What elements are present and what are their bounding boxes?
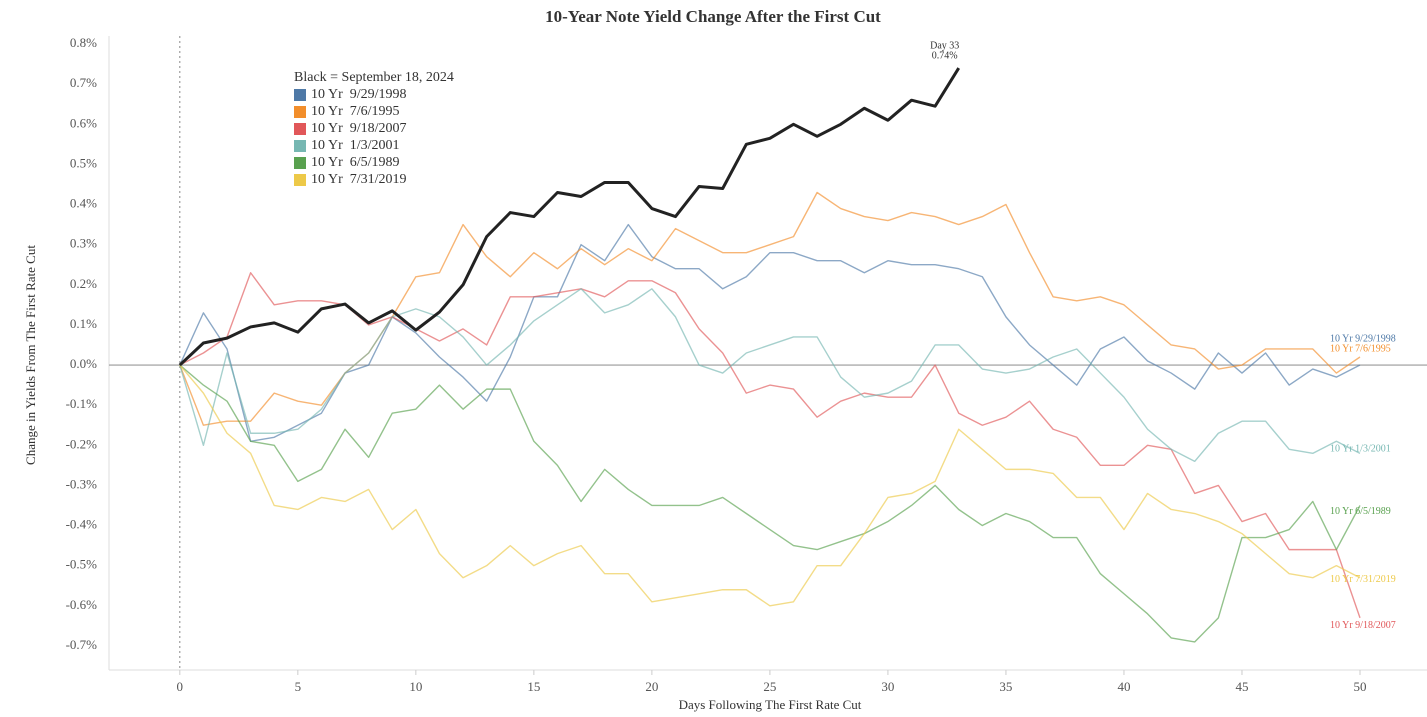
y-tick-label: 0.3%	[70, 236, 97, 251]
x-tick-label: 45	[1235, 679, 1248, 694]
y-tick-label: 0.2%	[70, 276, 97, 291]
y-axis-title: Change in Yields From The First Rate Cut	[23, 245, 38, 465]
series-line	[179, 272, 1361, 619]
x-tick-label: 40	[1117, 679, 1130, 694]
series-line	[179, 223, 1361, 442]
end-label: 10 Yr 9/18/2007	[1330, 620, 1396, 631]
legend-label: 10 Yr 7/31/2019	[311, 172, 407, 187]
legend-swatch	[294, 174, 306, 186]
y-tick-label: -0.7%	[66, 637, 98, 652]
y-tick-label: 0.5%	[70, 155, 97, 170]
x-tick-label: 10	[409, 679, 422, 694]
legend-swatch	[294, 157, 306, 169]
chart-title: 10-Year Note Yield Change After the Firs…	[545, 7, 881, 26]
series-line	[179, 364, 1361, 607]
x-tick-label: 15	[527, 679, 540, 694]
legend-swatch	[294, 140, 306, 152]
legend-swatch	[294, 123, 306, 135]
y-tick-label: -0.5%	[66, 557, 98, 572]
end-label: 10 Yr 7/31/2019	[1330, 574, 1396, 585]
end-label: 10 Yr 6/5/1989	[1330, 506, 1391, 517]
x-tick-label: 20	[645, 679, 658, 694]
legend-label: 10 Yr 1/3/2001	[311, 138, 400, 153]
series-line	[179, 191, 1361, 426]
y-tick-label: -0.6%	[66, 597, 98, 612]
y-tick-label: -0.3%	[66, 476, 98, 491]
x-tick-label: 0	[177, 679, 184, 694]
y-tick-label: 0.1%	[70, 316, 97, 331]
y-tick-label: -0.2%	[66, 436, 98, 451]
series-line	[178, 67, 961, 367]
x-tick-label: 5	[295, 679, 302, 694]
y-tick-label: -0.1%	[66, 396, 98, 411]
y-tick-label: 0.4%	[70, 196, 97, 211]
legend-label: 10 Yr 7/6/1995	[311, 104, 400, 119]
annotation: 0.74%	[932, 50, 958, 61]
end-label: 10 Yr 9/29/1998	[1330, 333, 1396, 344]
x-tick-label: 50	[1353, 679, 1366, 694]
legend-swatch	[294, 106, 306, 118]
y-tick-label: 0.6%	[70, 115, 97, 130]
legend-swatch	[294, 89, 306, 101]
legend-title: Black = September 18, 2024	[294, 70, 454, 85]
y-tick-label: 0.8%	[70, 35, 97, 50]
x-tick-label: 35	[999, 679, 1012, 694]
y-tick-label: -0.4%	[66, 517, 98, 532]
end-label: 10 Yr 7/6/1995	[1330, 343, 1391, 354]
x-tick-label: 30	[881, 679, 894, 694]
legend-label: 10 Yr 9/29/1998	[311, 87, 407, 102]
legend-label: 10 Yr 9/18/2007	[311, 121, 407, 136]
y-tick-label: 0.7%	[70, 75, 97, 90]
series-line	[179, 364, 1361, 643]
x-axis-title: Days Following The First Rate Cut	[679, 697, 862, 712]
legend-label: 10 Yr 6/5/1989	[311, 155, 400, 170]
end-label: 10 Yr 1/3/2001	[1330, 444, 1391, 455]
x-tick-label: 25	[763, 679, 776, 694]
series-line	[179, 288, 1361, 463]
y-tick-label: 0.0%	[70, 356, 97, 371]
annotation: Day 33	[930, 40, 959, 51]
